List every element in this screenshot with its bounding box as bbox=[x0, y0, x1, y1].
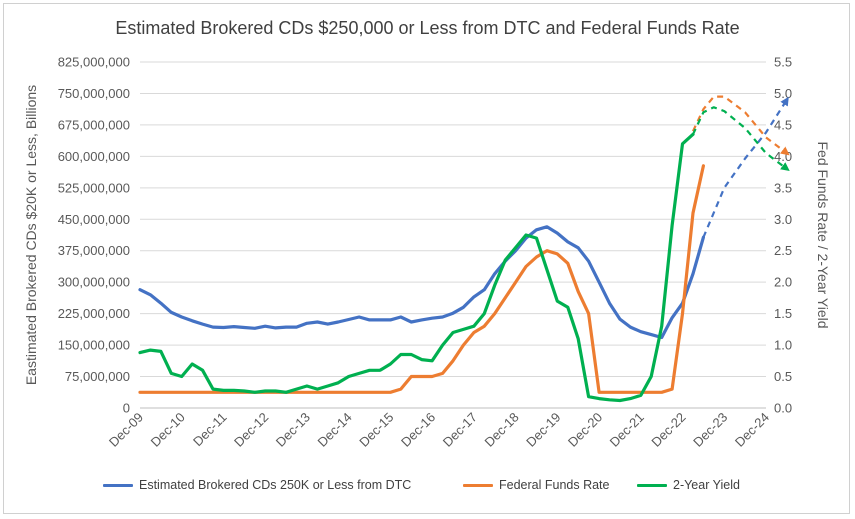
y-tick-label: 525,000,000 bbox=[58, 180, 130, 195]
series-projection-line bbox=[702, 96, 789, 238]
y-axis-left: 0 75,000,000 150,000,000 225,000,000 300,000… bbox=[58, 55, 130, 416]
x-axis: Dec-09 Dec-10 Dec-11 Dec-12 Dec-13 Dec-14 Dec-… bbox=[106, 407, 772, 450]
legend-item-2yr-yield: 2-Year Yield bbox=[637, 478, 740, 492]
series-projection-line bbox=[692, 95, 790, 156]
y2-tick-label: 5.5 bbox=[774, 55, 792, 70]
y2-tick-label: 3.0 bbox=[774, 212, 792, 227]
legend-label-brokered-cds: Estimated Brokered CDs 250K or Less from… bbox=[139, 478, 412, 492]
y2-tick-label: 4.0 bbox=[774, 149, 792, 164]
y-tick-label: 75,000,000 bbox=[65, 369, 130, 384]
x-tick-label: Dec-11 bbox=[190, 410, 230, 450]
x-tick-label: Dec-17 bbox=[440, 410, 480, 450]
x-tick-label: Dec-24 bbox=[732, 410, 772, 450]
x-tick-label: Dec-19 bbox=[523, 410, 563, 450]
y2-tick-label: 5.0 bbox=[774, 86, 792, 101]
x-tick-label: Dec-16 bbox=[398, 410, 438, 450]
y-tick-label: 300,000,000 bbox=[58, 275, 130, 290]
y-axis-label-right: Fed Funds Rate / 2-Year Yield bbox=[815, 141, 831, 328]
y2-tick-label: 1.0 bbox=[774, 338, 792, 353]
chart-frame bbox=[3, 3, 850, 514]
y-axis-label-left: Eastimated Brokered CDs $20K or Less, Bi… bbox=[23, 85, 39, 385]
x-tick-label: Dec-09 bbox=[106, 410, 146, 450]
y-tick-label: 0 bbox=[123, 401, 130, 416]
series-line bbox=[138, 225, 705, 340]
y2-tick-label: 2.0 bbox=[774, 275, 792, 290]
y-tick-label: 375,000,000 bbox=[58, 243, 130, 258]
y-tick-label: 450,000,000 bbox=[58, 212, 130, 227]
chart-title: Estimated Brokered CDs $250,000 or Less … bbox=[115, 18, 740, 38]
y2-tick-label: 4.5 bbox=[774, 117, 792, 132]
legend-swatch-green bbox=[637, 483, 667, 487]
x-tick-label: Dec-21 bbox=[607, 410, 647, 450]
x-tick-label: Dec-18 bbox=[481, 410, 521, 450]
x-tick-label: Dec-20 bbox=[565, 410, 605, 450]
legend-label-2yr-yield: 2-Year Yield bbox=[673, 478, 740, 492]
legend-item-brokered-cds: Estimated Brokered CDs 250K or Less from… bbox=[103, 478, 411, 492]
x-tick-label: Dec-10 bbox=[148, 410, 188, 450]
x-tick-label: Dec-23 bbox=[690, 410, 730, 450]
x-tick-label: Dec-22 bbox=[648, 410, 688, 450]
series-line bbox=[138, 132, 695, 403]
legend-swatch-blue bbox=[103, 483, 133, 487]
y-tick-label: 750,000,000 bbox=[58, 86, 130, 101]
y-tick-label: 150,000,000 bbox=[58, 338, 130, 353]
legend: Estimated Brokered CDs 250K or Less from… bbox=[0, 478, 855, 498]
y-tick-label: 600,000,000 bbox=[58, 149, 130, 164]
series-lines bbox=[138, 95, 790, 403]
legend-item-fed-funds: Federal Funds Rate bbox=[463, 478, 609, 492]
y2-tick-label: 2.5 bbox=[774, 243, 792, 258]
y2-tick-label: 0.5 bbox=[774, 369, 792, 384]
y2-tick-label: 0.0 bbox=[774, 401, 792, 416]
legend-swatch-orange bbox=[463, 483, 493, 487]
x-tick-label: Dec-12 bbox=[231, 410, 271, 450]
y-axis-right: 0.0 0.5 1.0 1.5 2.0 2.5 3.0 3.5 4.0 4.5 5.0 5.5 bbox=[774, 55, 792, 416]
y2-tick-label: 1.5 bbox=[774, 306, 792, 321]
series-projection-line bbox=[692, 106, 790, 172]
y-tick-label: 225,000,000 bbox=[58, 306, 130, 321]
x-tick-label: Dec-14 bbox=[315, 410, 355, 450]
gridlines bbox=[140, 61, 766, 378]
legend-label-fed-funds: Federal Funds Rate bbox=[499, 478, 610, 492]
y-tick-label: 825,000,000 bbox=[58, 55, 130, 70]
y2-tick-label: 3.5 bbox=[774, 180, 792, 195]
y-tick-label: 675,000,000 bbox=[58, 117, 130, 132]
x-tick-label: Dec-15 bbox=[356, 410, 396, 450]
x-tick-label: Dec-13 bbox=[273, 410, 313, 450]
